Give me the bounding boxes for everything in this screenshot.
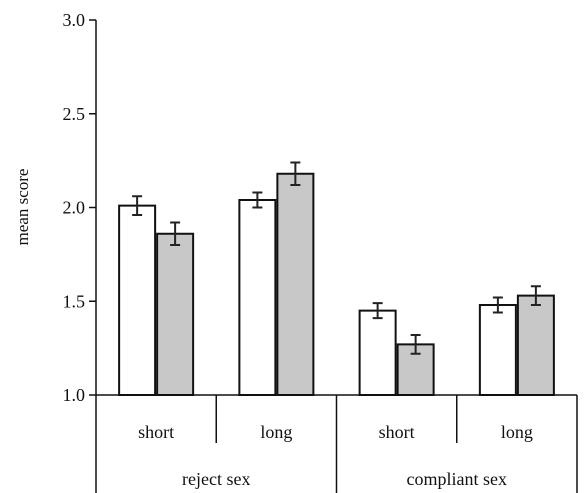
- y-tick-label: 1.0: [63, 385, 86, 405]
- group-label: compliant sex: [407, 469, 507, 489]
- y-tick-label: 2.5: [63, 104, 86, 124]
- bars: [118, 161, 555, 396]
- bar: [276, 172, 315, 396]
- y-tick-label: 2.0: [63, 198, 86, 218]
- y-axis: 1.0 1.5 2.0 2.5 3.0: [63, 10, 97, 493]
- y-tick-label: 1.5: [63, 291, 86, 311]
- y-tick-label: 3.0: [63, 10, 86, 30]
- category-label: long: [501, 422, 533, 442]
- bar: [478, 304, 517, 396]
- y-axis-title: mean score: [13, 169, 32, 246]
- category-label: long: [260, 422, 292, 442]
- x-axis: short long short long reject sex compliant se…: [96, 394, 578, 493]
- bar: [118, 204, 157, 396]
- bar: [156, 232, 195, 396]
- bar: [238, 199, 277, 396]
- category-label: short: [379, 422, 415, 442]
- group-label: reject sex: [182, 469, 250, 489]
- bar: [516, 294, 555, 396]
- bar: [358, 309, 397, 396]
- category-label: short: [138, 422, 174, 442]
